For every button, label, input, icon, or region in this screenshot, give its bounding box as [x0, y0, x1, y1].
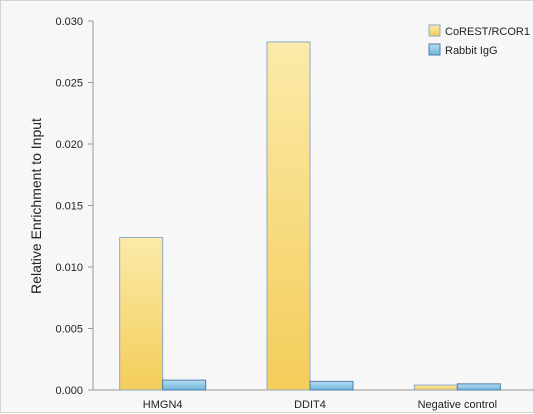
- y-tick-label: 0.030: [55, 16, 83, 28]
- y-tick-label: 0.025: [55, 78, 83, 90]
- category-labels: HMGN4 DDIT4 Negative control: [143, 399, 497, 411]
- bar-igg: [163, 380, 206, 390]
- y-ticks: 0.000 0.005 0.010 0.015 0.020 0.025 0.030: [55, 16, 93, 397]
- x-category-label: DDIT4: [294, 399, 326, 411]
- legend: CoREST/RCOR1 Rabbit IgG: [429, 25, 530, 57]
- y-axis-title: Relative Enrichment to Input: [28, 118, 44, 294]
- y-tick-label: 0.020: [55, 139, 83, 151]
- legend-label: Rabbit IgG: [445, 45, 498, 57]
- bar-igg: [310, 381, 353, 390]
- y-tick-label: 0.015: [55, 201, 83, 213]
- legend-label: CoREST/RCOR1: [445, 26, 530, 38]
- x-category-label: Negative control: [418, 399, 498, 411]
- bar-corest: [267, 42, 310, 390]
- y-tick-label: 0.010: [55, 262, 83, 274]
- bar-corest: [120, 237, 163, 390]
- bar-igg: [457, 384, 500, 390]
- bar-corest: [414, 385, 457, 390]
- x-category-label: HMGN4: [143, 399, 183, 411]
- bars: [120, 42, 501, 390]
- legend-swatch: [429, 25, 440, 36]
- y-tick-label: 0.005: [55, 324, 83, 336]
- y-tick-label: 0.000: [55, 385, 83, 397]
- legend-swatch: [429, 44, 440, 55]
